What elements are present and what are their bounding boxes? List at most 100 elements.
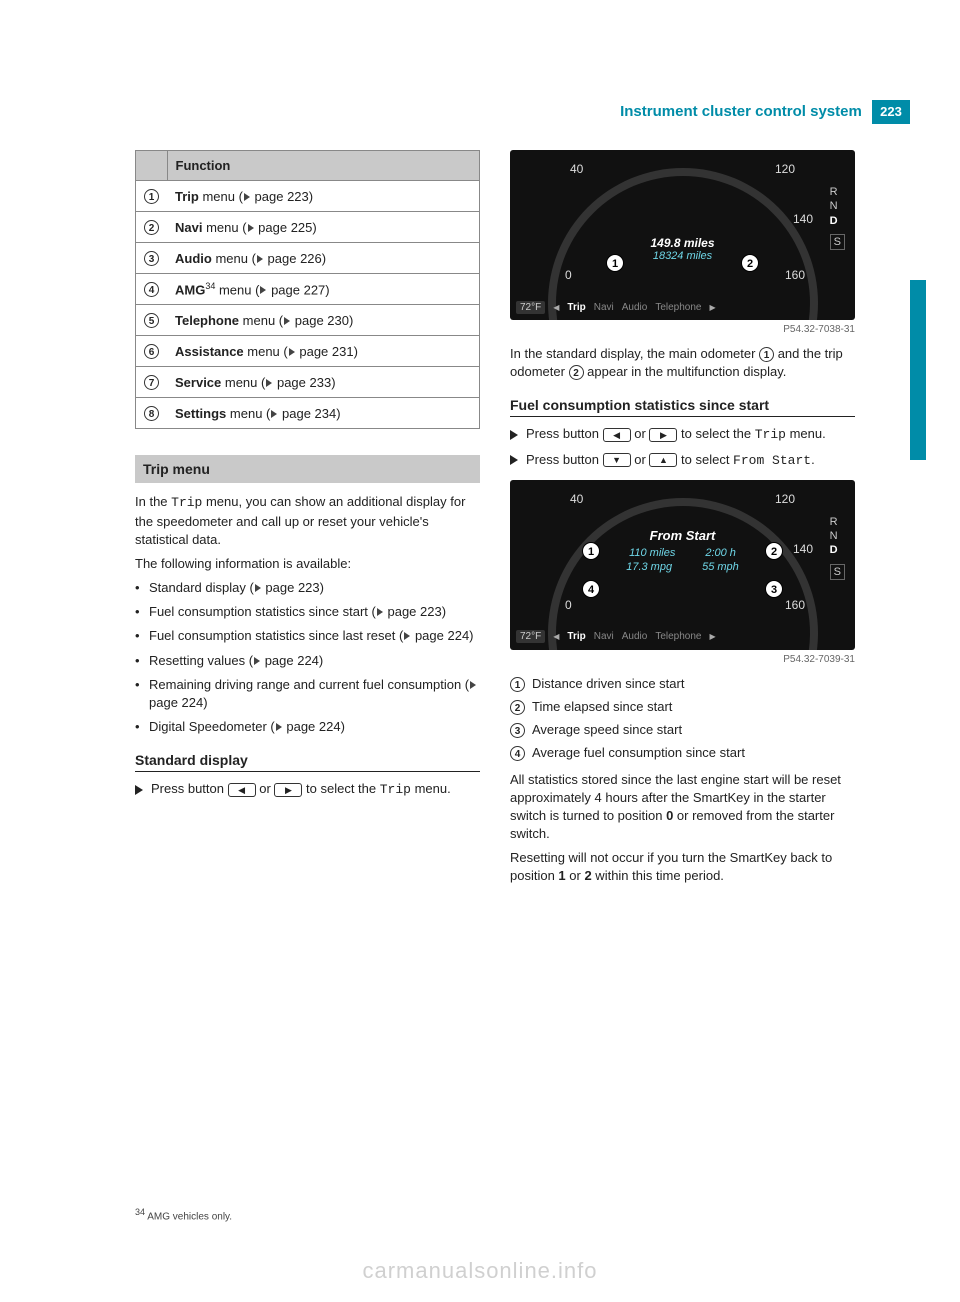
reset-para-2: Resetting will not occur if you turn the… xyxy=(510,849,855,885)
step-item: Press button or to select From Start. xyxy=(510,451,855,470)
step-item: Press button or to select the Trip menu. xyxy=(135,780,480,799)
down-arrow-button-icon xyxy=(603,453,631,467)
callout-1: 1 xyxy=(582,542,600,560)
circ-icon: 4 xyxy=(510,746,525,761)
circ-icon: 6 xyxy=(144,344,159,359)
func-cell: Settings menu ( page 234) xyxy=(167,398,480,429)
header-title: Instrument cluster control system xyxy=(620,103,862,120)
list-item: 2Time elapsed since start xyxy=(510,698,855,716)
circ-icon: 5 xyxy=(144,313,159,328)
triangle-icon xyxy=(248,224,254,232)
footnote: 34 AMG vehicles only. xyxy=(135,1207,232,1222)
list-item: 1Distance driven since start xyxy=(510,675,855,693)
triangle-icon xyxy=(289,348,295,356)
left-arrow-button-icon xyxy=(603,428,631,442)
list-item: •Standard display ( page 223) xyxy=(135,579,480,597)
callout-2: 2 xyxy=(741,254,759,272)
circ-icon: 8 xyxy=(144,406,159,421)
gauge-figure-1: 40 120 140 0 160 149.8 miles 18324 miles… xyxy=(510,150,855,320)
trip-avail: The following information is available: xyxy=(135,555,480,573)
circ-icon: 7 xyxy=(144,375,159,390)
legend-list: 1Distance driven since start 2Time elaps… xyxy=(510,675,855,763)
temp-badge: 72°F xyxy=(516,301,545,314)
triangle-icon xyxy=(284,317,290,325)
right-arrow-button-icon xyxy=(274,783,302,797)
list-item: •Digital Speedometer ( page 224) xyxy=(135,718,480,736)
circ-icon: 4 xyxy=(144,282,159,297)
table-row: 3 Audio menu ( page 226) xyxy=(136,243,480,274)
fuel-stats-heading: Fuel consumption statistics since start xyxy=(510,397,855,417)
triangle-icon xyxy=(271,410,277,418)
temp-badge: 72°F xyxy=(516,630,545,643)
callout-3: 3 xyxy=(765,580,783,598)
circ-icon: 1 xyxy=(144,189,159,204)
bullet-list: •Standard display ( page 223) •Fuel cons… xyxy=(135,579,480,736)
fig-caption-1: P54.32-7038-31 xyxy=(510,324,855,335)
circ-icon: 1 xyxy=(759,347,774,362)
func-cell: AMG34 menu ( page 227) xyxy=(167,274,480,305)
triangle-icon xyxy=(254,657,260,665)
triangle-icon xyxy=(244,193,250,201)
page-number: 223 xyxy=(872,100,910,124)
triangle-icon xyxy=(377,608,383,616)
circ-icon: 2 xyxy=(569,365,584,380)
watermark: carmanualsonline.info xyxy=(0,1258,960,1284)
circ-icon: 2 xyxy=(510,700,525,715)
gear-indicator: R N D S xyxy=(830,515,845,580)
func-cell: Telephone menu ( page 230) xyxy=(167,305,480,336)
list-item: •Fuel consumption statistics since last … xyxy=(135,627,480,645)
left-column: Function 1 Trip menu ( page 223) 2 Navi … xyxy=(135,150,480,892)
func-cell: Service menu ( page 233) xyxy=(167,367,480,398)
table-row: 2 Navi menu ( page 225) xyxy=(136,212,480,243)
function-table: Function 1 Trip menu ( page 223) 2 Navi … xyxy=(135,150,480,429)
callout-2: 2 xyxy=(765,542,783,560)
step-triangle-icon xyxy=(135,785,143,795)
gauge1-desc: In the standard display, the main odomet… xyxy=(510,345,855,381)
up-arrow-button-icon xyxy=(649,453,677,467)
circ-icon: 3 xyxy=(144,251,159,266)
gauge-menu-bar: 72°F ◀ Trip Navi Audio Telephone ▶ xyxy=(516,298,849,316)
triangle-icon xyxy=(260,286,266,294)
triangle-icon xyxy=(404,632,410,640)
table-row: 1 Trip menu ( page 223) xyxy=(136,181,480,212)
table-row: 5 Telephone menu ( page 230) xyxy=(136,305,480,336)
gear-indicator: R N D S xyxy=(830,185,845,250)
circ-icon: 3 xyxy=(510,723,525,738)
callout-1: 1 xyxy=(606,254,624,272)
table-row: 6 Assistance menu ( page 231) xyxy=(136,336,480,367)
callout-4: 4 xyxy=(582,580,600,598)
list-item: 4Average fuel consumption since start xyxy=(510,744,855,762)
header-bar: Instrument cluster control system 223 xyxy=(120,100,910,124)
step-triangle-icon xyxy=(510,430,518,440)
list-item: •Fuel consumption statistics since start… xyxy=(135,603,480,621)
func-cell: Assistance menu ( page 231) xyxy=(167,336,480,367)
content: Function 1 Trip menu ( page 223) 2 Navi … xyxy=(135,150,855,892)
gauge-menu-bar: 72°F ◀ Trip Navi Audio Telephone ▶ xyxy=(516,628,849,646)
right-arrow-button-icon xyxy=(649,428,677,442)
reset-para-1: All statistics stored since the last eng… xyxy=(510,771,855,844)
left-arrow-button-icon xyxy=(228,783,256,797)
trip-intro: In the Trip menu, you can show an additi… xyxy=(135,493,480,549)
gauge-figure-2: 40 120 140 0 160 From Start 110 miles 2:… xyxy=(510,480,855,650)
func-th-blank xyxy=(136,151,168,181)
table-row: 8 Settings menu ( page 234) xyxy=(136,398,480,429)
triangle-icon xyxy=(257,255,263,263)
triangle-icon xyxy=(266,379,272,387)
fig-caption-2: P54.32-7039-31 xyxy=(510,654,855,665)
list-item: 3Average speed since start xyxy=(510,721,855,739)
table-row: 7 Service menu ( page 233) xyxy=(136,367,480,398)
circ-icon: 2 xyxy=(144,220,159,235)
triangle-icon xyxy=(276,723,282,731)
list-item: •Remaining driving range and current fue… xyxy=(135,676,480,712)
right-column: 40 120 140 0 160 149.8 miles 18324 miles… xyxy=(510,150,855,892)
func-cell: Navi menu ( page 225) xyxy=(167,212,480,243)
trip-menu-heading: Trip menu xyxy=(135,455,480,483)
func-cell: Trip menu ( page 223) xyxy=(167,181,480,212)
func-cell: Audio menu ( page 226) xyxy=(167,243,480,274)
side-label: Control systems xyxy=(908,280,926,405)
triangle-icon xyxy=(255,584,261,592)
list-item: •Resetting values ( page 224) xyxy=(135,652,480,670)
step-item: Press button or to select the Trip menu. xyxy=(510,425,855,444)
circ-icon: 1 xyxy=(510,677,525,692)
step-triangle-icon xyxy=(510,455,518,465)
